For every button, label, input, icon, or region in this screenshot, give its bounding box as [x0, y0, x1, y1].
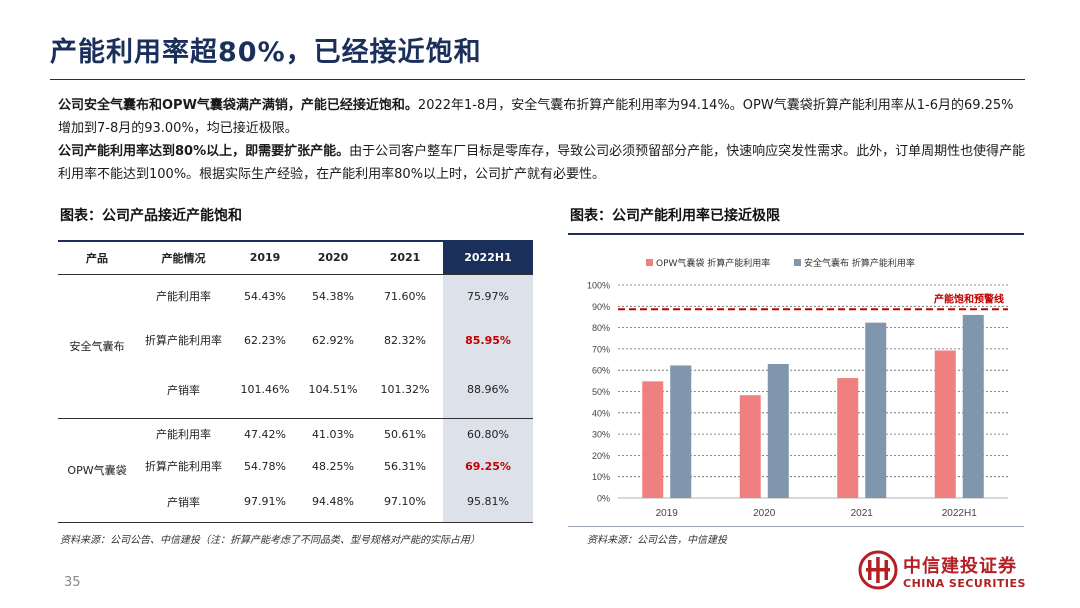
x-tick-label: 2020 [753, 508, 776, 519]
title-divider [50, 79, 1025, 80]
slide-title: 产能利用率超80%，已经接近饱和 [50, 37, 482, 68]
table-header-row: 产品 产能情况 2019 2020 2021 2022H1 [58, 242, 533, 275]
value-cell: 97.91% [231, 482, 299, 523]
capacity-table: 产品 产能情况 2019 2020 2021 2022H1 安全气囊布 产能利用… [58, 240, 533, 523]
legend-swatch [646, 259, 653, 266]
chart-source-note: 资料来源：公司公告，中信建投 [587, 535, 727, 546]
value-cell: 75.97% [443, 274, 533, 318]
threshold-label: 产能饱和预警线 [934, 292, 1004, 305]
value-cell: 101.32% [367, 362, 443, 419]
metric-cell: 产销率 [136, 482, 231, 523]
bar [837, 378, 859, 498]
company-name-en: CHINA SECURITIES [903, 577, 1026, 590]
utilization-chart: 0% 10% 20% 30% 40% 50% 60% 70% 80% 90% 100% 2019 202… [568, 233, 1024, 527]
value-cell: 62.23% [244, 333, 286, 347]
table-row: OPW气囊袋 产能利用率 47.42% 41.03% 50.61% 60.80% [58, 418, 533, 523]
y-tick-label: 20% [592, 451, 610, 461]
bar [865, 322, 887, 498]
intro-paragraph-2: 公司产能利用率达到80%以上，即需要扩张产能。由于公司客户整车厂目标是零库存，导… [58, 140, 1026, 186]
product-cell: OPW气囊袋 [58, 418, 136, 523]
table-row: 产销率 97.91% 94.48% 97.10% 95.81% [58, 482, 533, 523]
y-tick-label: 100% [587, 281, 610, 291]
header-2020: 2020 [299, 242, 367, 275]
y-tick-label: 10% [592, 472, 610, 482]
intro-p2-rest: 由于公司客户整车厂目标是零库存，导致公司必须预留部分产能，快速响应突发性需求。此… [58, 144, 1026, 182]
bar [739, 395, 761, 498]
table-row: 折算产能利用率 62.23% 62.92% 82.32% 85.95% [58, 318, 533, 362]
intro-p2-bold: 公司产能利用率达到80%以上，即需要扩张产能。 [58, 144, 350, 159]
header-product: 产品 [58, 242, 136, 275]
table-top-rule [58, 240, 533, 242]
y-tick-label: 30% [592, 430, 610, 440]
x-tick-label: 2022H1 [942, 508, 977, 519]
y-tick-label: 90% [592, 302, 610, 312]
value-cell: 88.96% [443, 362, 533, 419]
value-cell: 71.60% [384, 289, 426, 303]
company-logo: 中信建投证券 CHINA SECURITIES [858, 550, 1033, 598]
x-tick-label: 2021 [851, 508, 874, 519]
value-cell: 60.80% [443, 418, 533, 450]
metric-cell: 折算产能利用率 [145, 334, 222, 347]
y-tick-label: 80% [592, 323, 610, 333]
intro-p1-bold: 公司安全气囊布和OPW气囊袋满产满销，产能已经接近饱和。 [58, 98, 418, 113]
value-cell: 82.32% [384, 333, 426, 347]
value-cell: 47.42% [244, 427, 286, 441]
chart-svg: 0% 10% 20% 30% 40% 50% 60% 70% 80% 90% 100% 2019 202… [587, 257, 1008, 519]
metric-cell: 产能利用率 [156, 428, 211, 442]
y-tick-label: 60% [592, 366, 610, 376]
bar [767, 363, 789, 498]
header-2022h1: 2022H1 [443, 242, 533, 275]
header-2021: 2021 [367, 242, 443, 275]
metric-cell: 折算产能利用率 [145, 460, 222, 473]
legend-swatch [794, 259, 801, 266]
y-tick-label: 40% [592, 408, 610, 418]
product-cell: 安全气囊布 [58, 274, 136, 419]
metric-cell: 产销率 [136, 362, 231, 419]
value-cell: 54.38% [312, 289, 354, 303]
intro-text: 公司安全气囊布和OPW气囊袋满产满销，产能已经接近饱和。2022年1-8月，安全… [58, 94, 1026, 186]
y-tick-label: 50% [592, 387, 610, 397]
value-cell: 104.51% [299, 362, 367, 419]
highlight-value-cell: 69.25% [443, 450, 533, 482]
metric-cell: 产能利用率 [156, 290, 211, 304]
table-row: 安全气囊布 产能利用率 54.43% 54.38% 71.60% 75.97% [58, 274, 533, 419]
value-cell: 41.03% [312, 427, 354, 441]
x-tick-label: 2019 [656, 508, 679, 519]
bar [670, 365, 692, 498]
highlight-value-cell: 85.95% [443, 318, 533, 362]
value-cell: 101.46% [231, 362, 299, 419]
bar [962, 314, 984, 498]
y-tick-label: 70% [592, 344, 610, 354]
value-cell: 94.48% [299, 482, 367, 523]
intro-paragraph-1: 公司安全气囊布和OPW气囊袋满产满销，产能已经接近饱和。2022年1-8月，安全… [58, 94, 1026, 140]
value-cell: 54.78% [244, 459, 286, 473]
company-logo-mark-icon [858, 550, 898, 590]
table-source-note: 资料来源：公司公告、中信建投（注：折算产能考虑了不同品类、型号规格对产能的实际占… [60, 535, 480, 546]
legend-label: 安全气囊布 折算产能利用率 [804, 257, 915, 269]
bar [642, 381, 664, 498]
capacity-data-table: 产品 产能情况 2019 2020 2021 2022H1 安全气囊布 产能利用… [58, 242, 533, 523]
bar [934, 350, 956, 498]
value-cell: 50.61% [384, 427, 426, 441]
table-figure-title: 图表：公司产品接近产能饱和 [60, 208, 242, 224]
company-name-cn: 中信建投证券 [903, 556, 1017, 577]
header-metric: 产能情况 [136, 242, 231, 275]
table-row: 折算产能利用率 54.78% 48.25% 56.31% 69.25% [58, 450, 533, 482]
value-cell: 48.25% [312, 459, 354, 473]
value-cell: 56.31% [384, 459, 426, 473]
value-cell: 62.92% [312, 333, 354, 347]
legend-label: OPW气囊袋 折算产能利用率 [656, 257, 770, 269]
y-tick-label: 0% [597, 494, 610, 504]
value-cell: 95.81% [443, 482, 533, 523]
header-2019: 2019 [231, 242, 299, 275]
table-row: 产销率 101.46% 104.51% 101.32% 88.96% [58, 362, 533, 419]
intro-p1-rest: 2022年1-8月，安全气囊布折算产能利用率为94.14%。OPW气囊袋折算产能… [58, 98, 1014, 136]
value-cell: 54.43% [244, 289, 286, 303]
page-number: 35 [64, 575, 81, 590]
chart-figure-title: 图表：公司产能利用率已接近极限 [570, 208, 780, 224]
value-cell: 97.10% [367, 482, 443, 523]
